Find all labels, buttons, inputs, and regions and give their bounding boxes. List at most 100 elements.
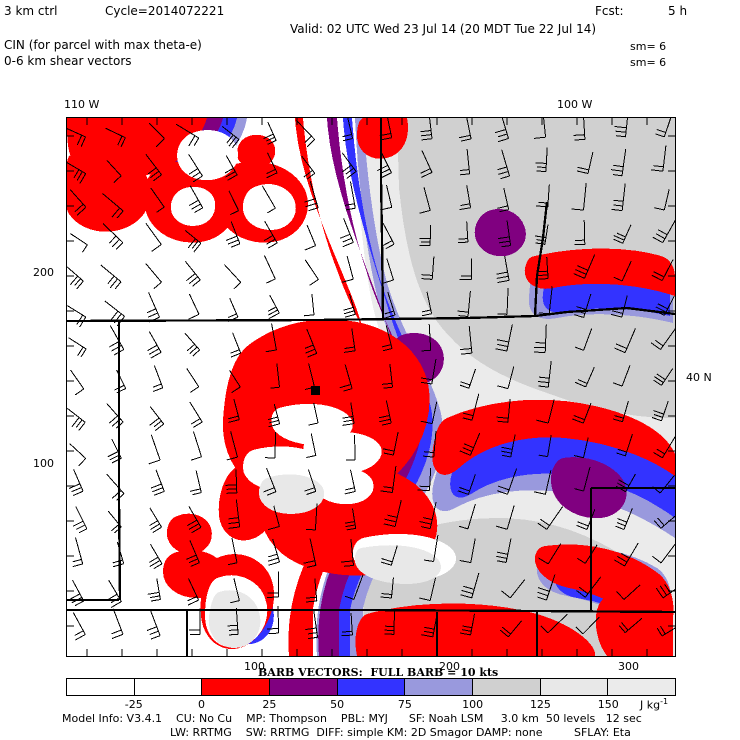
colorbar-segment-3 <box>270 679 338 695</box>
wind-barb <box>610 149 627 177</box>
wind-barb <box>419 225 431 246</box>
wind-barb <box>460 572 480 599</box>
wind-barb <box>102 223 124 250</box>
wind-barb <box>306 433 317 458</box>
wind-barb <box>573 437 589 459</box>
wind-barb <box>230 578 240 604</box>
wind-barb <box>571 182 587 211</box>
wind-barb <box>656 625 675 637</box>
wind-barb <box>308 402 319 426</box>
wind-barb <box>497 149 510 180</box>
wind-barb <box>417 467 432 492</box>
wind-barb <box>228 399 240 423</box>
wind-barb <box>114 369 127 394</box>
wind-barb <box>265 323 277 353</box>
wind-barb <box>104 300 125 327</box>
colorbar-units: J kg-1 <box>640 697 668 712</box>
wind-barb <box>459 368 476 389</box>
wind-barb <box>145 223 162 252</box>
wind-barb <box>221 126 240 149</box>
wind-barb <box>380 545 398 566</box>
wind-barb <box>574 328 593 351</box>
wind-barb <box>459 432 481 456</box>
wind-barb <box>149 507 163 534</box>
colorbar-tick-100: 100 <box>462 698 484 711</box>
wind-barb <box>495 505 515 530</box>
wind-barb <box>175 123 200 147</box>
wind-barb <box>149 544 163 570</box>
colorbar-unit-exponent: -1 <box>660 697 669 706</box>
wind-barb <box>537 506 564 530</box>
wind-barb <box>421 323 432 352</box>
colorbar-segment-1 <box>134 679 203 695</box>
wind-barb <box>614 118 628 138</box>
wind-barb <box>380 577 394 599</box>
wind-barb <box>611 183 626 212</box>
wind-barb <box>651 401 669 422</box>
wind-barb <box>378 400 392 426</box>
wind-barb <box>419 577 436 601</box>
cycle-label: Cycle=2014072221 <box>105 4 225 18</box>
wind-barb <box>72 506 88 534</box>
colorbar-segment-5 <box>405 679 474 695</box>
wind-barb <box>304 181 319 212</box>
wind-barb <box>72 612 86 641</box>
colorbar-segment-4 <box>337 679 406 695</box>
wind-barb <box>344 574 364 600</box>
wind-barb <box>342 402 355 426</box>
x-axis-tick-300: 300 <box>618 660 639 673</box>
wind-barb <box>459 148 471 176</box>
wind-barb <box>535 147 548 172</box>
wind-barb <box>653 295 675 316</box>
y-axis-tick-100: 100 <box>33 457 54 470</box>
colorbar-segment-7 <box>540 679 609 695</box>
wind-barb <box>304 259 319 286</box>
wind-barb <box>346 435 356 461</box>
wind-barb <box>109 325 125 356</box>
wind-barb <box>655 118 672 138</box>
wind-barb <box>152 365 164 392</box>
axis-ticks <box>67 118 675 656</box>
wind-barb <box>305 578 318 603</box>
wind-barb <box>148 122 165 148</box>
wind-barb <box>150 469 165 496</box>
wind-barb <box>533 324 547 353</box>
wind-barb <box>538 360 552 388</box>
map-plot-area[interactable] <box>66 117 676 657</box>
x-axis-tick-100: 100 <box>244 660 265 673</box>
wind-barb <box>496 538 512 563</box>
longitude-label-right: 100 W <box>557 98 593 111</box>
wind-barb <box>189 470 202 496</box>
wind-barb <box>267 538 280 566</box>
forecast-hour-label: Fcst: <box>595 4 624 18</box>
wind-barb <box>304 469 317 495</box>
wind-barb <box>266 152 278 179</box>
wind-barb <box>420 401 438 425</box>
model-label: 3 km ctrl <box>4 4 58 18</box>
latitude-label-right: 40 N <box>686 371 712 384</box>
wind-barb <box>382 222 395 250</box>
wind-barb <box>69 443 87 467</box>
wind-barb <box>459 185 472 211</box>
wind-barb <box>499 620 522 638</box>
wind-barb <box>227 607 239 636</box>
wind-barb <box>651 259 674 282</box>
wind-barb <box>501 434 516 458</box>
wind-barb <box>618 617 643 633</box>
wind-barb <box>650 145 667 172</box>
wind-barb <box>650 328 675 350</box>
wind-barb <box>612 400 629 423</box>
wind-barb <box>423 534 439 562</box>
wind-barb <box>267 294 280 320</box>
wind-barb <box>303 538 317 568</box>
wind-barb <box>421 291 433 317</box>
wind-barb <box>344 508 357 531</box>
wind-barb <box>106 160 122 183</box>
wind-barb <box>187 506 202 534</box>
wind-barb <box>379 118 393 141</box>
wind-barb <box>188 153 203 183</box>
wind-barb <box>384 291 396 319</box>
colorbar-segment-8 <box>608 679 676 695</box>
wind-barb <box>458 503 476 530</box>
wind-barb <box>102 193 124 219</box>
